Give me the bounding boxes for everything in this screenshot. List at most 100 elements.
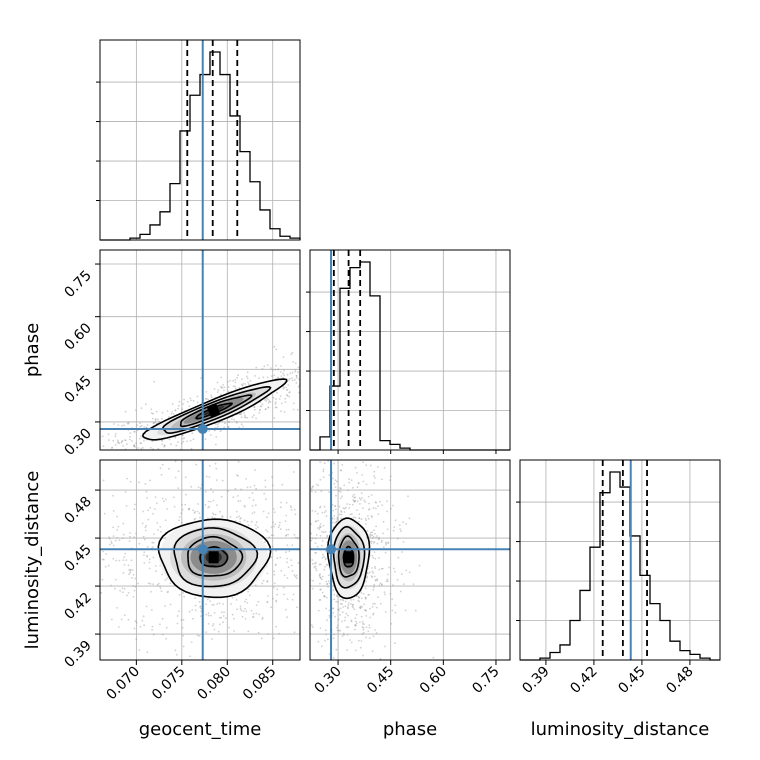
scatter-point-phase-vs-luminosity-distance	[304, 505, 306, 507]
scatter-point-phase-vs-luminosity-distance	[344, 605, 347, 608]
scatter-point-geocent-time-vs-phase	[70, 463, 72, 465]
scatter-point-geocent-time-vs-phase	[267, 398, 270, 401]
scatter-point-phase-vs-luminosity-distance	[361, 474, 364, 476]
scatter-point-phase-vs-luminosity-distance	[355, 620, 357, 623]
scatter-point-phase-vs-luminosity-distance	[341, 598, 344, 601]
scatter-point-phase-vs-luminosity-distance	[381, 504, 384, 506]
scatter-point-geocent-time-vs-luminosity-distance	[101, 578, 104, 581]
scatter-point-geocent-time-vs-luminosity-distance	[148, 561, 151, 564]
scatter-point-geocent-time-vs-luminosity-distance	[250, 520, 253, 523]
scatter-point-phase-vs-luminosity-distance	[311, 490, 313, 493]
scatter-point-geocent-time-vs-phase	[150, 456, 152, 458]
scatter-point-geocent-time-vs-phase	[221, 386, 224, 389]
scatter-point-phase-vs-luminosity-distance	[317, 609, 320, 612]
scatter-point-geocent-time-vs-luminosity-distance	[157, 582, 160, 585]
scatter-point-phase-vs-luminosity-distance	[337, 608, 340, 611]
scatter-point-geocent-time-vs-phase	[166, 451, 168, 453]
scatter-point-phase-vs-luminosity-distance	[317, 512, 319, 515]
scatter-point-phase-vs-luminosity-distance	[327, 460, 330, 462]
scatter-point-phase-vs-luminosity-distance	[346, 649, 349, 651]
contour-geocent-time-vs-phase-0	[195, 402, 233, 420]
scatter-point-geocent-time-vs-luminosity-distance	[257, 526, 259, 529]
scatter-point-geocent-time-vs-luminosity-distance	[125, 505, 128, 507]
scatter-point-geocent-time-vs-phase	[362, 357, 364, 359]
scatter-point-geocent-time-vs-phase	[246, 377, 249, 380]
scatter-point-phase-vs-luminosity-distance	[333, 482, 336, 485]
joint-geocent-time-vs-phase	[45, 250, 385, 478]
scatter-point-phase-vs-luminosity-distance	[380, 541, 383, 543]
scatter-point-phase-vs-luminosity-distance	[343, 484, 346, 487]
scatter-point-phase-vs-luminosity-distance	[367, 594, 370, 596]
scatter-point-geocent-time-vs-luminosity-distance	[290, 509, 293, 511]
scatter-point-phase-vs-luminosity-distance	[303, 583, 305, 585]
scatter-point-phase-vs-luminosity-distance	[390, 507, 392, 510]
scatter-point-geocent-time-vs-phase	[297, 371, 299, 374]
scatter-point-geocent-time-vs-phase	[273, 345, 276, 348]
scatter-point-geocent-time-vs-luminosity-distance	[124, 490, 127, 493]
scatter-point-geocent-time-vs-phase	[196, 395, 199, 398]
truth-marker-geocent-time-vs-luminosity-distance	[197, 544, 208, 555]
scatter-point-geocent-time-vs-phase	[274, 368, 277, 371]
scatter-point-geocent-time-vs-luminosity-distance	[222, 621, 225, 624]
scatter-point-phase-vs-luminosity-distance	[378, 568, 381, 571]
scatter-point-geocent-time-vs-phase	[45, 476, 47, 478]
scatter-point-geocent-time-vs-phase	[186, 400, 189, 403]
scatter-point-geocent-time-vs-luminosity-distance	[291, 564, 293, 567]
scatter-point-phase-vs-luminosity-distance	[354, 516, 357, 519]
scatter-point-phase-vs-luminosity-distance	[319, 506, 321, 509]
scatter-point-geocent-time-vs-phase	[320, 377, 322, 379]
scatter-point-phase-vs-luminosity-distance	[372, 457, 374, 459]
scatter-point-geocent-time-vs-luminosity-distance	[157, 529, 159, 531]
scatter-point-geocent-time-vs-phase	[324, 361, 326, 363]
scatter-point-geocent-time-vs-luminosity-distance	[264, 479, 267, 482]
scatter-point-geocent-time-vs-phase	[115, 433, 117, 435]
scatter-point-geocent-time-vs-phase	[355, 349, 357, 351]
scatter-point-geocent-time-vs-luminosity-distance	[242, 610, 245, 612]
scatter-point-geocent-time-vs-luminosity-distance	[180, 460, 183, 463]
scatter-point-geocent-time-vs-luminosity-distance	[169, 582, 172, 585]
scatter-point-geocent-time-vs-luminosity-distance	[199, 606, 202, 608]
scatter-point-geocent-time-vs-luminosity-distance	[254, 524, 257, 526]
scatter-point-phase-vs-luminosity-distance	[327, 574, 330, 577]
scatter-point-phase-vs-luminosity-distance	[297, 630, 299, 632]
scatter-point-geocent-time-vs-luminosity-distance	[115, 559, 118, 562]
scatter-point-geocent-time-vs-luminosity-distance	[197, 486, 200, 489]
scatter-point-geocent-time-vs-phase	[134, 452, 136, 454]
scatter-point-geocent-time-vs-luminosity-distance	[248, 594, 251, 597]
scatter-point-phase-vs-luminosity-distance	[370, 540, 373, 543]
scatter-point-geocent-time-vs-phase	[383, 342, 385, 344]
scatter-point-geocent-time-vs-luminosity-distance	[138, 649, 141, 652]
scatter-point-geocent-time-vs-luminosity-distance	[240, 488, 243, 491]
scatter-point-geocent-time-vs-phase	[288, 395, 291, 398]
scatter-point-geocent-time-vs-phase	[122, 466, 124, 468]
scatter-point-geocent-time-vs-phase	[251, 416, 254, 419]
scatter-point-phase-vs-luminosity-distance	[332, 509, 335, 512]
scatter-point-geocent-time-vs-phase	[227, 390, 230, 393]
scatter-point-geocent-time-vs-luminosity-distance	[252, 616, 255, 618]
scatter-point-geocent-time-vs-phase	[227, 386, 230, 388]
scatter-point-phase-vs-luminosity-distance	[369, 616, 372, 619]
scatter-point-geocent-time-vs-phase	[244, 383, 247, 385]
scatter-point-geocent-time-vs-phase	[117, 441, 120, 443]
scatter-point-geocent-time-vs-phase	[118, 469, 120, 471]
scatter-point-geocent-time-vs-luminosity-distance	[189, 655, 192, 658]
scatter-point-geocent-time-vs-luminosity-distance	[301, 504, 303, 506]
scatter-point-geocent-time-vs-luminosity-distance	[301, 489, 303, 491]
scatter-point-geocent-time-vs-luminosity-distance	[97, 486, 99, 488]
scatter-point-phase-vs-luminosity-distance	[336, 516, 339, 519]
scatter-point-geocent-time-vs-luminosity-distance	[151, 625, 154, 628]
scatter-point-phase-vs-luminosity-distance	[371, 576, 374, 578]
scatter-point-geocent-time-vs-luminosity-distance	[261, 618, 264, 620]
scatter-point-phase-vs-luminosity-distance	[387, 542, 389, 544]
scatter-point-geocent-time-vs-phase	[231, 418, 233, 420]
scatter-point-phase-vs-luminosity-distance	[386, 573, 389, 576]
scatter-point-phase-vs-luminosity-distance	[323, 595, 326, 597]
scatter-point-geocent-time-vs-luminosity-distance	[146, 555, 149, 558]
scatter-point-geocent-time-vs-phase	[204, 397, 207, 400]
scatter-point-geocent-time-vs-phase	[113, 452, 115, 454]
scatter-point-phase-vs-luminosity-distance	[354, 617, 357, 620]
scatter-point-phase-vs-luminosity-distance	[295, 527, 297, 529]
scatter-point-phase-vs-luminosity-distance	[326, 583, 328, 586]
scatter-point-geocent-time-vs-phase	[267, 401, 270, 404]
scatter-point-geocent-time-vs-luminosity-distance	[214, 462, 217, 465]
